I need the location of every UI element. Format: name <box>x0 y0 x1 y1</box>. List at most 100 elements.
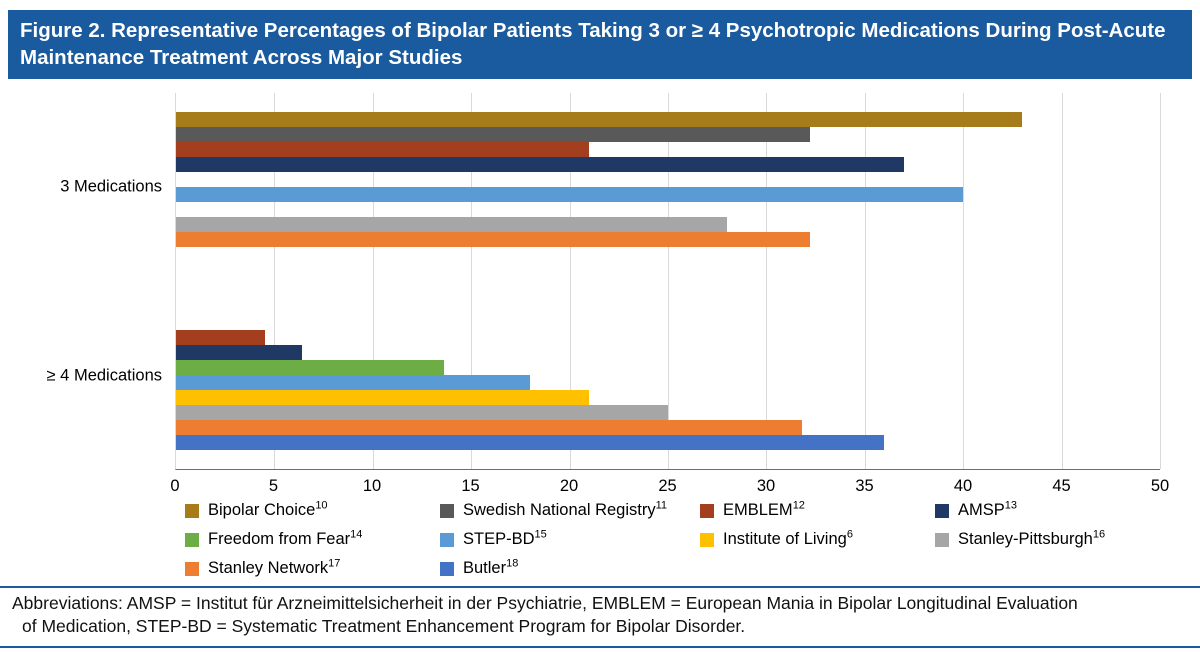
bar-emblem <box>176 330 265 345</box>
legend: Bipolar Choice10 Swedish National Registr… <box>185 499 1175 578</box>
gridline-25 <box>668 93 669 469</box>
gridline-40 <box>963 93 965 469</box>
legend-item-amsp: AMSP13 <box>935 499 1175 520</box>
bar-slot-step-bd <box>176 375 1160 390</box>
category-label-4-medications: ≥ 4 Medications <box>46 366 162 385</box>
category-label-3-medications: 3 Medications <box>60 177 162 196</box>
x-tick-label-35: 35 <box>855 477 874 495</box>
bar-slot-bipolar-choice <box>176 112 1160 127</box>
category-4-medications <box>176 281 1160 469</box>
bar-stanley-network <box>176 420 802 435</box>
legend-item-bipolar-choice: Bipolar Choice10 <box>185 499 440 520</box>
legend-ref-superscript: 6 <box>846 528 853 541</box>
bar-slot-freedom-from-fear <box>176 172 1160 187</box>
gridline-20 <box>569 93 571 469</box>
legend-label-institute-of-living: Institute of Living6 <box>723 528 853 548</box>
legend-swatch-swedish-national-registry <box>440 503 454 518</box>
bar-slot-institute-of-living <box>176 202 1160 217</box>
divider-line-top <box>0 586 1200 588</box>
x-tick-label-50: 50 <box>1150 477 1170 495</box>
plot-area <box>175 93 1161 470</box>
legend-ref-superscript: 15 <box>534 528 547 541</box>
bar-stanley-network <box>176 232 810 247</box>
legend-ref-superscript: 18 <box>506 557 519 570</box>
bar-slot-swedish-national-registry <box>176 315 1160 330</box>
legend-item-butler: Butler18 <box>440 557 700 578</box>
legend-label-step-bd: STEP-BD15 <box>463 528 547 548</box>
bar-swedish-national-registry <box>176 127 810 142</box>
x-tick-label-40: 40 <box>953 477 973 495</box>
x-tick-label-5: 5 <box>268 477 279 495</box>
legend-item-step-bd: STEP-BD15 <box>440 528 700 549</box>
legend-label-emblem: EMBLEM12 <box>723 499 805 519</box>
gridline-5 <box>274 93 276 469</box>
bar-slot-amsp <box>176 345 1160 360</box>
x-tick-label-0: 0 <box>170 477 180 495</box>
bar-slot-stanley-network <box>176 420 1160 435</box>
legend-label-bipolar-choice: Bipolar Choice10 <box>208 499 328 519</box>
legend-swatch-stanley-pittsburgh <box>935 532 949 547</box>
legend-item-swedish-national-registry: Swedish National Registry11 <box>440 499 700 520</box>
legend-swatch-bipolar-choice <box>185 503 199 518</box>
legend-label-butler: Butler18 <box>463 557 519 577</box>
legend-swatch-emblem <box>700 503 714 518</box>
bar-slot-butler <box>176 435 1160 450</box>
bar-institute-of-living <box>176 390 590 405</box>
bar-amsp <box>176 345 302 360</box>
legend-item-stanley-network: Stanley Network17 <box>185 557 440 578</box>
figure-title: Figure 2. Representative Percentages of … <box>8 10 1192 80</box>
bar-emblem <box>176 142 590 157</box>
bar-slot-stanley-network <box>176 232 1160 247</box>
bar-slot-swedish-national-registry <box>176 127 1160 142</box>
legend-label-swedish-national-registry: Swedish National Registry11 <box>463 499 668 519</box>
gridline-10 <box>372 93 374 469</box>
bar-bipolar-choice <box>176 112 1023 127</box>
bar-slot-stanley-pittsburgh <box>176 405 1160 420</box>
gridline-45 <box>1061 93 1063 469</box>
bar-step-bd <box>176 375 531 390</box>
bar-slot-step-bd <box>176 187 1160 202</box>
bar-slot-stanley-pittsburgh <box>176 217 1160 232</box>
legend-ref-superscript: 11 <box>655 499 668 512</box>
legend-item-stanley-pittsburgh: Stanley-Pittsburgh16 <box>935 528 1175 549</box>
legend-ref-superscript: 17 <box>328 557 341 570</box>
abbreviations-line-2: of Medication, STEP-BD = Systematic Trea… <box>22 615 746 636</box>
legend-ref-superscript: 13 <box>1004 499 1018 512</box>
bar-slot-emblem <box>176 142 1160 157</box>
gridline-15 <box>471 93 473 469</box>
bar-slot-freedom-from-fear <box>176 360 1160 375</box>
bar-step-bd <box>176 187 964 202</box>
legend-label-stanley-pittsburgh: Stanley-Pittsburgh16 <box>958 528 1106 548</box>
bar-slot-emblem <box>176 330 1160 345</box>
legend-swatch-step-bd <box>440 532 454 547</box>
legend-swatch-stanley-network <box>185 561 199 576</box>
legend-swatch-freedom-from-fear <box>185 532 199 547</box>
gridline-30 <box>766 93 768 469</box>
bar-freedom-from-fear <box>176 360 444 375</box>
x-tick-label-25: 25 <box>658 477 677 495</box>
legend-item-freedom-from-fear: Freedom from Fear14 <box>185 528 440 549</box>
legend-ref-superscript: 16 <box>1092 528 1106 541</box>
x-tick-label-20: 20 <box>559 477 579 495</box>
x-tick-label-30: 30 <box>756 477 776 495</box>
legend-label-amsp: AMSP13 <box>958 499 1018 519</box>
legend-label-freedom-from-fear: Freedom from Fear14 <box>208 528 363 548</box>
legend-swatch-butler <box>440 561 454 576</box>
legend-label-stanley-network: Stanley Network17 <box>208 557 341 577</box>
bar-butler <box>176 435 885 450</box>
legend-swatch-amsp <box>935 503 949 518</box>
abbreviations-line-1: Abbreviations: AMSP = Institut für Arzne… <box>12 593 1078 613</box>
x-axis: 0 5 10 15 20 25 30 35 40 45 50 <box>170 477 1169 499</box>
x-tick-label-15: 15 <box>461 477 480 495</box>
bar-amsp <box>176 157 905 172</box>
legend-ref-superscript: 12 <box>792 499 805 512</box>
legend-item-emblem: EMBLEM12 <box>700 499 935 520</box>
legend-item-institute-of-living: Institute of Living6 <box>700 528 935 549</box>
legend-ref-superscript: 14 <box>350 528 363 541</box>
legend-ref-superscript: 10 <box>315 499 328 512</box>
y-axis-category-labels: 3 Medications ≥ 4 Medications <box>0 93 162 470</box>
gridline-35 <box>864 93 866 469</box>
x-tick-label-45: 45 <box>1052 477 1071 495</box>
bar-slot-institute-of-living <box>176 390 1160 405</box>
